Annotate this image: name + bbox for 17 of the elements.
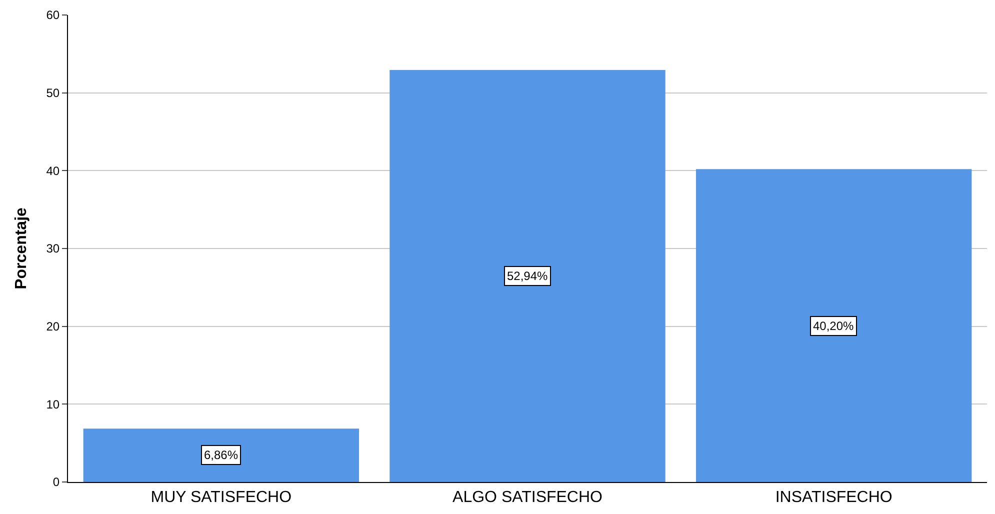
y-tick-label: 20: [46, 320, 60, 334]
y-tick-label: 30: [46, 242, 60, 256]
bar: [696, 169, 972, 482]
y-tick-label: 0: [52, 475, 60, 490]
y-tick-label: 40: [46, 164, 60, 178]
bar: [83, 428, 360, 482]
y-axis-title: Porcentaje: [13, 207, 30, 290]
bar: [390, 70, 666, 482]
x-tick-label: ALGO SATISFECHO: [452, 489, 602, 506]
data-label: 52,94%: [507, 269, 548, 283]
data-label: 6,86%: [204, 448, 238, 462]
y-tick-label: 10: [46, 397, 60, 412]
y-tick-label: 50: [46, 86, 60, 100]
y-tick-label: 60: [46, 8, 60, 22]
data-label: 40,20%: [813, 319, 854, 333]
x-tick-label: MUY SATISFECHO: [150, 489, 292, 506]
x-tick-label: INSATISFECHO: [775, 489, 892, 506]
